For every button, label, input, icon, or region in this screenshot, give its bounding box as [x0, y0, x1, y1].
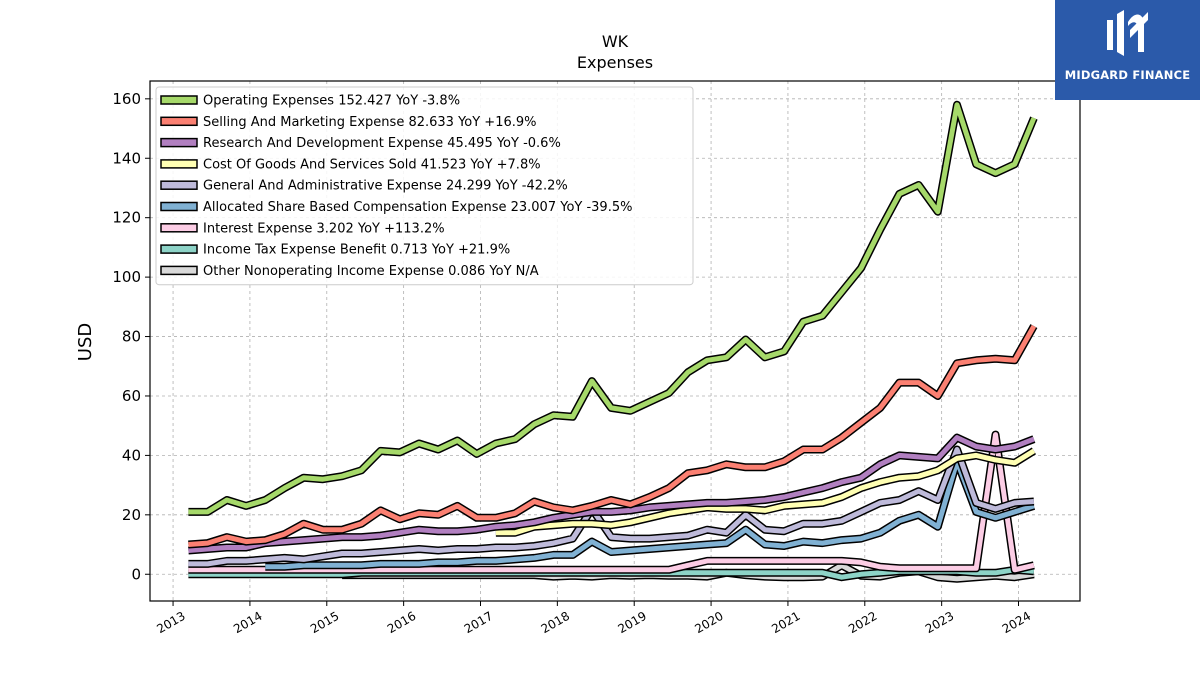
legend-box: [155, 86, 694, 286]
legend-swatch: [160, 244, 198, 254]
legend-entry: Cost Of Goods And Services Sold 41.523 Y…: [203, 157, 541, 172]
y-tick-label: 80: [122, 328, 141, 346]
series-line: [495, 448, 1036, 536]
series-line: [188, 102, 1037, 515]
y-tick-label: 160: [112, 90, 141, 108]
x-tick-label: 2016: [385, 609, 418, 636]
series-outline: [188, 445, 1035, 568]
legend-entry: Research And Development Expense 45.495 …: [203, 136, 561, 151]
x-tick-label: 2023: [923, 609, 956, 636]
chart-subtitle: Expenses: [577, 53, 653, 72]
series-line: [188, 324, 1037, 547]
series-line: [265, 458, 1035, 570]
plot-frame: [149, 80, 1081, 602]
brand-logo: MIDGARD FINANCE: [1055, 0, 1200, 100]
x-tick-label: 2017: [462, 609, 495, 636]
y-axis-label: USD: [75, 323, 96, 361]
legend-entry: Interest Expense 3.202 YoY +113.2%: [203, 221, 445, 236]
legend-swatch: [160, 159, 198, 169]
x-tick-label: 2015: [308, 609, 341, 636]
x-tick-label: 2021: [769, 609, 802, 636]
x-tick-label: 2022: [846, 609, 879, 636]
logo-icon: [1107, 10, 1148, 56]
legend-entry: Other Nonoperating Income Expense 0.086 …: [203, 264, 539, 279]
x-tick-label: 2013: [154, 609, 187, 636]
legend-entry: Income Tax Expense Benefit 0.713 YoY +21…: [203, 243, 510, 258]
series-line: [188, 447, 1035, 567]
legend-swatch: [160, 223, 198, 233]
series-group: [188, 100, 1038, 583]
chart-title: WK: [602, 32, 629, 51]
legend-entry: Selling And Marketing Expense 82.633 YoY…: [203, 115, 537, 130]
y-tick-label: 100: [112, 268, 141, 286]
legend-entry: General And Administrative Expense 24.29…: [203, 179, 568, 194]
x-tick-label: 2019: [615, 609, 648, 636]
y-tick-label: 0: [131, 565, 141, 583]
legend-entry: Operating Expenses 152.427 YoY -3.8%: [203, 94, 460, 109]
brand-name: MIDGARD FINANCE: [1064, 68, 1191, 82]
legend-swatch: [160, 201, 198, 212]
y-tick-label: 60: [122, 387, 141, 405]
legend-swatch: [160, 137, 198, 148]
legend-swatch: [160, 95, 198, 105]
series-line: [188, 435, 1035, 553]
y-tick-label: 120: [112, 209, 141, 227]
legend-swatch: [160, 116, 198, 127]
x-tick-label: 2020: [692, 609, 725, 636]
x-tick-label: 2014: [231, 609, 264, 636]
x-tick-label: 2018: [539, 609, 572, 636]
legend-entry: Allocated Share Based Compensation Expen…: [203, 200, 632, 215]
y-tick-label: 40: [122, 446, 141, 464]
x-tick-label: 2024: [1000, 609, 1033, 636]
series-line: [188, 432, 1035, 573]
legend: Operating Expenses 152.427 YoY -3.8% Sell…: [155, 86, 694, 286]
y-tick-label: 140: [112, 149, 141, 167]
legend-swatch: [160, 180, 198, 190]
legend-swatch: [160, 265, 198, 276]
y-tick-label: 20: [122, 506, 141, 524]
